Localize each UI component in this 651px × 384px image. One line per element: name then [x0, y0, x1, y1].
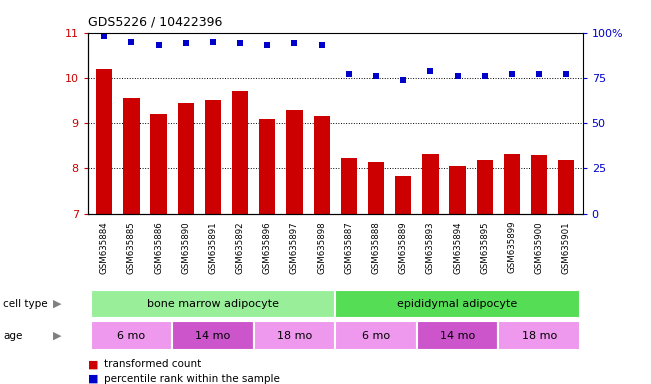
Text: ▶: ▶ [53, 331, 62, 341]
Bar [123, 98, 139, 214]
Point [126, 39, 137, 45]
Point [506, 71, 517, 77]
Text: 14 mo: 14 mo [195, 331, 230, 341]
Text: cell type: cell type [3, 299, 48, 309]
Text: 18 mo: 18 mo [277, 331, 312, 341]
Bar [335, 321, 417, 350]
Text: 6 mo: 6 mo [362, 331, 390, 341]
Bar [531, 155, 547, 214]
Text: 18 mo: 18 mo [521, 331, 557, 341]
Text: GSM635894: GSM635894 [453, 221, 462, 273]
Bar [499, 321, 580, 350]
Point [371, 73, 381, 79]
Bar [150, 114, 167, 214]
Bar [340, 158, 357, 214]
Point [534, 71, 544, 77]
Point [344, 71, 354, 77]
Bar [477, 160, 493, 214]
Point [561, 71, 572, 77]
Text: GSM635891: GSM635891 [208, 221, 217, 273]
Text: GSM635901: GSM635901 [562, 221, 571, 273]
Text: 14 mo: 14 mo [440, 331, 475, 341]
Text: GSM635885: GSM635885 [127, 221, 136, 274]
Point [99, 33, 109, 39]
Point [235, 40, 245, 46]
Bar [178, 103, 194, 214]
Bar [395, 176, 411, 214]
Bar [314, 116, 330, 214]
Text: age: age [3, 331, 23, 341]
Bar [259, 119, 275, 214]
Text: GSM635900: GSM635900 [534, 221, 544, 273]
Text: GSM635895: GSM635895 [480, 221, 490, 273]
Text: GSM635889: GSM635889 [398, 221, 408, 273]
Text: GSM635898: GSM635898 [317, 221, 326, 273]
Point [452, 73, 463, 79]
Text: ■: ■ [88, 374, 98, 384]
Point [398, 76, 408, 83]
Text: percentile rank within the sample: percentile rank within the sample [104, 374, 280, 384]
Bar [90, 321, 172, 350]
Text: GSM635899: GSM635899 [508, 221, 516, 273]
Bar [558, 160, 574, 214]
Point [180, 40, 191, 46]
Bar [90, 290, 335, 318]
Point [316, 42, 327, 48]
Bar [232, 91, 248, 214]
Text: GSM635897: GSM635897 [290, 221, 299, 273]
Point [208, 39, 218, 45]
Text: GDS5226 / 10422396: GDS5226 / 10422396 [88, 16, 222, 29]
Text: GSM635888: GSM635888 [372, 221, 381, 274]
Point [425, 68, 436, 74]
Bar [504, 154, 520, 214]
Text: GSM635890: GSM635890 [181, 221, 190, 273]
Text: GSM635896: GSM635896 [263, 221, 272, 273]
Text: bone marrow adipocyte: bone marrow adipocyte [147, 299, 279, 309]
Bar [449, 166, 465, 214]
Text: GSM635884: GSM635884 [100, 221, 109, 274]
Text: GSM635892: GSM635892 [236, 221, 245, 273]
Bar [172, 321, 254, 350]
Text: transformed count: transformed count [104, 359, 201, 369]
Bar [368, 162, 384, 214]
Bar [335, 290, 580, 318]
Point [480, 73, 490, 79]
Bar [286, 111, 303, 214]
Bar [254, 321, 335, 350]
Bar [422, 154, 439, 214]
Text: GSM635893: GSM635893 [426, 221, 435, 273]
Bar [96, 69, 113, 214]
Point [289, 40, 299, 46]
Point [262, 42, 273, 48]
Bar [417, 321, 499, 350]
Text: ■: ■ [88, 359, 98, 369]
Point [154, 42, 164, 48]
Text: GSM635887: GSM635887 [344, 221, 353, 274]
Text: ▶: ▶ [53, 299, 62, 309]
Text: GSM635886: GSM635886 [154, 221, 163, 274]
Text: 6 mo: 6 mo [117, 331, 145, 341]
Text: epididymal adipocyte: epididymal adipocyte [398, 299, 518, 309]
Bar [205, 101, 221, 214]
